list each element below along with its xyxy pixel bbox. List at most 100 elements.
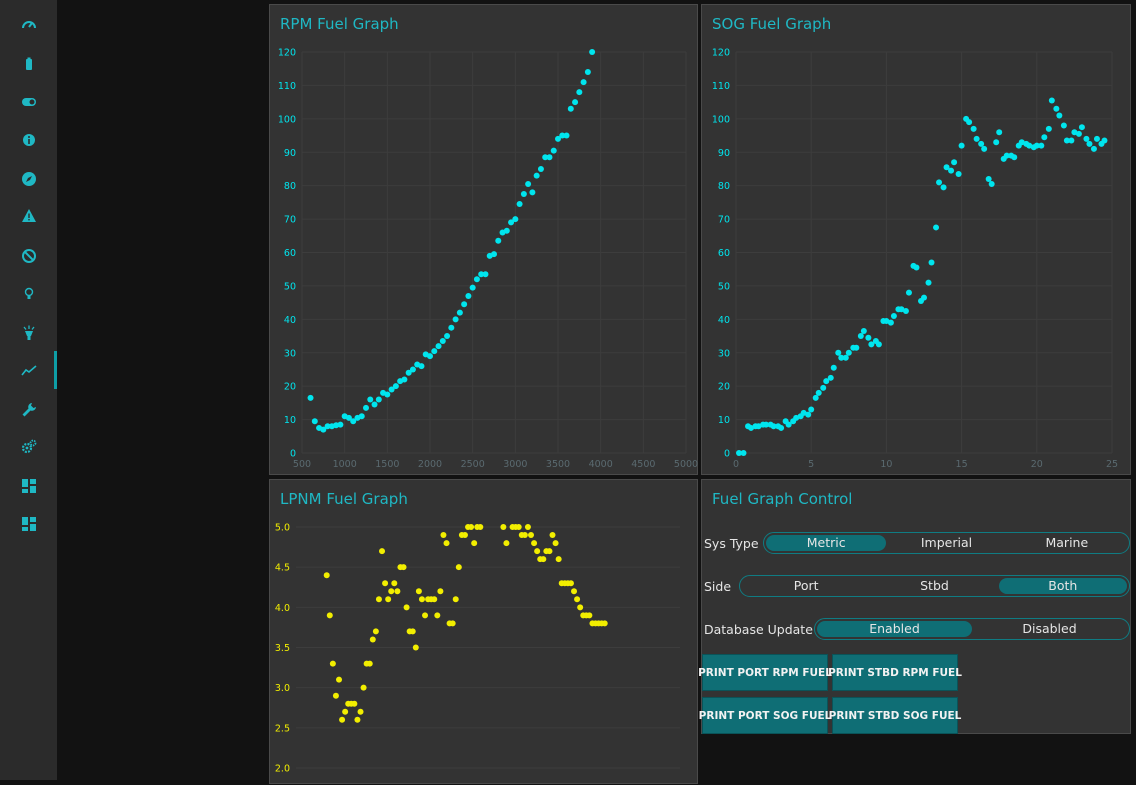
sys-type-metric[interactable]: Metric <box>766 535 887 551</box>
sidebar <box>0 0 57 780</box>
lpnm-point <box>574 596 581 603</box>
nav-toggle[interactable] <box>0 83 57 121</box>
sog-point <box>1090 145 1097 152</box>
lpnm-point <box>521 532 528 539</box>
db-update-enabled[interactable]: Enabled <box>817 621 972 637</box>
print-port-rpm-button[interactable]: PRINT PORT RPM FUEL <box>698 654 832 691</box>
rpm-xtick-label: 500 <box>293 459 311 470</box>
lpnm-point <box>524 524 531 530</box>
sog-point <box>842 354 849 361</box>
sog-point <box>748 424 755 431</box>
nav-chart[interactable] <box>0 351 57 389</box>
warning-icon <box>21 209 36 222</box>
sog-point <box>958 142 965 149</box>
db-update-disabled[interactable]: Disabled <box>1022 621 1077 636</box>
sys-type-marine[interactable]: Marine <box>1045 535 1089 550</box>
db-update-row: Database Update <box>702 618 813 640</box>
sog-point <box>740 450 747 456</box>
rpm-point <box>580 79 587 86</box>
lpnm-point <box>577 604 584 611</box>
sog-point <box>1078 124 1085 131</box>
sog-point <box>1011 154 1018 161</box>
rpm-point <box>589 49 596 55</box>
nav-wrench[interactable] <box>0 391 57 429</box>
rpm-point <box>456 309 463 316</box>
sog-point <box>928 259 935 266</box>
battery-icon <box>25 57 32 70</box>
print-port-sog-button[interactable]: PRINT PORT SOG FUEL <box>699 697 831 734</box>
nav-lightbulb[interactable] <box>0 275 57 313</box>
lpnm-ytick-label: 2.0 <box>275 764 290 775</box>
db-update-label: Database Update <box>704 621 813 637</box>
dashboard-alt-icon <box>21 517 36 531</box>
nav-warning[interactable] <box>0 197 57 235</box>
sog-point <box>1033 142 1040 149</box>
rpm-point <box>431 348 438 355</box>
sog-point <box>985 175 992 182</box>
nav-compass[interactable] <box>0 160 57 198</box>
lpnm-point <box>531 540 538 547</box>
side-both[interactable]: Both <box>998 578 1127 594</box>
rpm-xtick-label: 1500 <box>375 459 399 470</box>
sog-point <box>921 294 927 301</box>
print-stbd-sog-button[interactable]: PRINT STBD SOG FUEL <box>829 697 961 734</box>
print-stbd-rpm-button[interactable]: PRINT STBD RPM FUEL <box>828 654 962 691</box>
rpm-point <box>350 418 357 425</box>
sog-point <box>1038 142 1045 149</box>
lpnm-point <box>440 532 447 539</box>
rpm-xtick-label: 1000 <box>333 459 357 470</box>
rpm-xtick-label: 4500 <box>631 459 655 470</box>
nav-spotlight[interactable] <box>0 314 57 352</box>
sog-point <box>966 119 973 126</box>
sog-point <box>860 328 867 335</box>
nav-ban[interactable] <box>0 237 57 275</box>
sog-point <box>913 264 920 271</box>
lpnm-point <box>342 708 349 715</box>
sog-xtick-label: 5 <box>808 459 814 470</box>
side-stbd[interactable]: Stbd <box>920 578 949 593</box>
sog-point <box>890 312 897 319</box>
sys-type-imperial[interactable]: Imperial <box>920 535 973 550</box>
rpm-point <box>384 391 391 398</box>
compass-icon <box>21 172 36 186</box>
rpm-point <box>435 343 442 350</box>
lpnm-point <box>357 708 364 715</box>
sog-point <box>902 307 909 314</box>
lpnm-ytick-label: 4.0 <box>275 603 290 614</box>
sog-point <box>936 179 943 186</box>
lpnm-point <box>400 564 407 571</box>
rpm-point <box>529 189 536 196</box>
ban-icon <box>21 249 36 263</box>
nav-info[interactable] <box>0 121 57 159</box>
rpm-point <box>324 423 331 430</box>
rpm-point <box>452 316 459 323</box>
sog-point <box>940 184 947 191</box>
rpm-point <box>427 353 433 360</box>
lpnm-point <box>477 524 484 530</box>
rpm-point <box>537 165 544 172</box>
sog-ytick-label: 0 <box>724 449 730 460</box>
sog-point <box>955 170 962 177</box>
rpm-point <box>482 271 489 278</box>
toggle-icon <box>21 98 36 106</box>
sog-ytick-label: 20 <box>718 382 730 393</box>
nav-gears[interactable] <box>0 428 57 466</box>
rpm-ytick-label: 50 <box>284 281 296 292</box>
rpm-xtick-label: 3000 <box>503 459 527 470</box>
lpnm-point <box>329 660 336 667</box>
rpm-xtick-label: 3500 <box>546 459 570 470</box>
lpnm-point <box>379 548 386 555</box>
side-port[interactable]: Port <box>793 578 819 593</box>
nav-gauge[interactable] <box>0 6 57 44</box>
nav-battery[interactable] <box>0 45 57 83</box>
spotlight-icon <box>22 325 35 340</box>
nav-dashboard-alt[interactable] <box>0 505 57 543</box>
sog-xtick-label: 10 <box>880 459 892 470</box>
nav-dashboard[interactable] <box>0 467 57 505</box>
sys-type-label: Sys Type <box>704 535 759 551</box>
sog-point <box>887 319 894 326</box>
sog-xtick-label: 15 <box>956 459 968 470</box>
lpnm-point <box>375 596 382 603</box>
sog-point <box>1101 137 1108 144</box>
rpm-point <box>367 396 374 403</box>
